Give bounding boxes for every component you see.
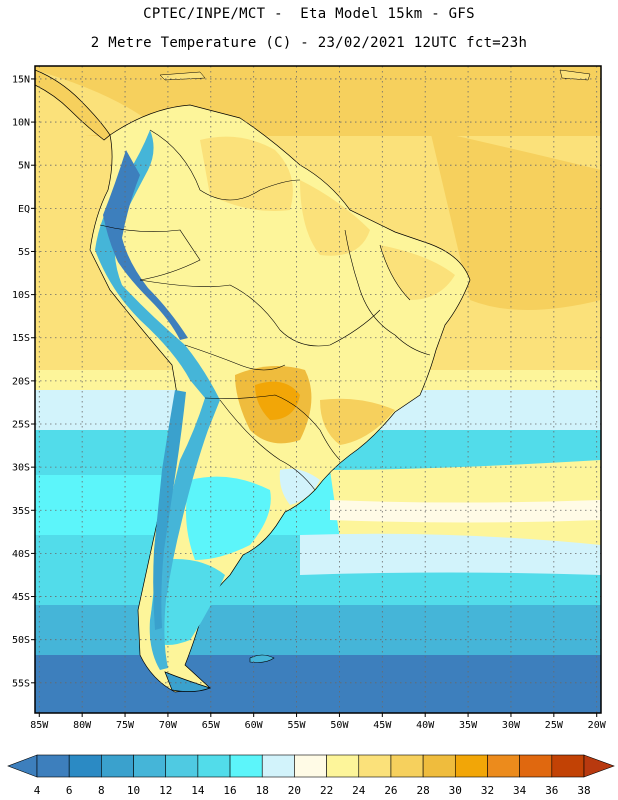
temperature-field	[35, 66, 601, 713]
colorbar-swatch	[422, 754, 456, 778]
lon-label: 35W	[459, 720, 478, 731]
colorbar-swatch	[261, 754, 295, 778]
map-frame	[34, 65, 602, 714]
lon-label: 75W	[116, 720, 135, 731]
colorbar-swatch	[358, 754, 392, 778]
colorbar-level-label: 32	[481, 784, 494, 797]
colorbar-level-label: 20	[288, 784, 301, 797]
colorbar-level-label: 24	[352, 784, 366, 797]
lon-label: 40W	[416, 720, 435, 731]
colorbar-level-label: 14	[191, 784, 205, 797]
map-subtitle: 2 Metre Temperature (C) - 23/02/2021 12U…	[90, 35, 528, 51]
colorbar-swatch	[68, 754, 102, 778]
lon-label: 70W	[159, 720, 178, 731]
lon-label: 30W	[502, 720, 521, 731]
colorbar-level-label: 38	[577, 784, 590, 797]
colorbar-swatch	[133, 754, 167, 778]
colorbar-level-label: 36	[545, 784, 558, 797]
colorbar-level-label: 16	[223, 784, 236, 797]
colorbar-swatch	[390, 754, 424, 778]
colorbar-swatch	[197, 754, 231, 778]
colorbar-level-label: 8	[98, 784, 105, 797]
lat-label: 15S	[12, 333, 30, 344]
colorbar-swatch	[519, 754, 553, 778]
colorbar-level-label: 4	[34, 784, 41, 797]
lon-label: 50W	[330, 720, 349, 731]
lat-label: 25S	[12, 420, 30, 431]
colorbar-swatch	[551, 754, 585, 778]
colorbar-level-label: 26	[384, 784, 397, 797]
colorbar-swatch	[36, 754, 70, 778]
colorbar-level-label: 18	[256, 784, 269, 797]
lon-label: 45W	[373, 720, 392, 731]
lat-label: 20S	[12, 376, 30, 387]
lat-label: 10N	[12, 118, 30, 129]
colorbar-level-label: 34	[513, 784, 527, 797]
colorbar-swatch	[326, 754, 360, 778]
lat-label: 40S	[12, 549, 30, 560]
colorbar-level-label: 30	[449, 784, 462, 797]
lon-label: 20W	[588, 720, 607, 731]
colorbar-swatch	[229, 754, 263, 778]
map-title: CPTEC/INPE/MCT - Eta Model 15km - GFS	[143, 6, 475, 22]
country-borders	[99, 129, 431, 491]
colorbar-swatch	[165, 754, 199, 778]
colorbar-level-label: 6	[66, 784, 73, 797]
lat-label: 5S	[18, 247, 30, 258]
lon-label: 80W	[73, 720, 92, 731]
lon-label: 25W	[545, 720, 564, 731]
lon-label: 60W	[245, 720, 264, 731]
colorbar-level-label: 22	[320, 784, 333, 797]
colorbar-level-label: 12	[159, 784, 172, 797]
colorbar-level-label: 10	[127, 784, 140, 797]
lat-label: 50S	[12, 635, 30, 646]
lon-label: 55W	[288, 720, 307, 731]
lon-label: 85W	[30, 720, 49, 731]
colorbar-low-arrow	[7, 754, 38, 778]
lat-label: 45S	[12, 592, 30, 603]
lon-label: 65W	[202, 720, 221, 731]
lat-label: EQ	[18, 204, 30, 215]
colorbar: 4 6 8 10 12 14 16 18 20 22 24 26 28 30 32 34 36 38	[7, 754, 615, 797]
colorbar-swatch	[454, 754, 488, 778]
lat-label: 35S	[12, 506, 30, 517]
lat-label: 15N	[12, 74, 30, 85]
lat-label: 10S	[12, 290, 30, 301]
lat-label: 55S	[12, 678, 30, 689]
colorbar-high-arrow	[583, 754, 615, 778]
lat-label: 30S	[12, 463, 30, 474]
colorbar-swatch	[487, 754, 520, 778]
lat-label: 5N	[18, 161, 30, 172]
axis-labels: 15N 10N 5N EQ 5S 10S 15S 20S 25S 30S 35S 40S 45S 50S 5…	[12, 74, 607, 731]
colorbar-swatch	[101, 754, 134, 778]
colorbar-level-label: 28	[416, 784, 429, 797]
colorbar-swatch	[294, 754, 327, 778]
